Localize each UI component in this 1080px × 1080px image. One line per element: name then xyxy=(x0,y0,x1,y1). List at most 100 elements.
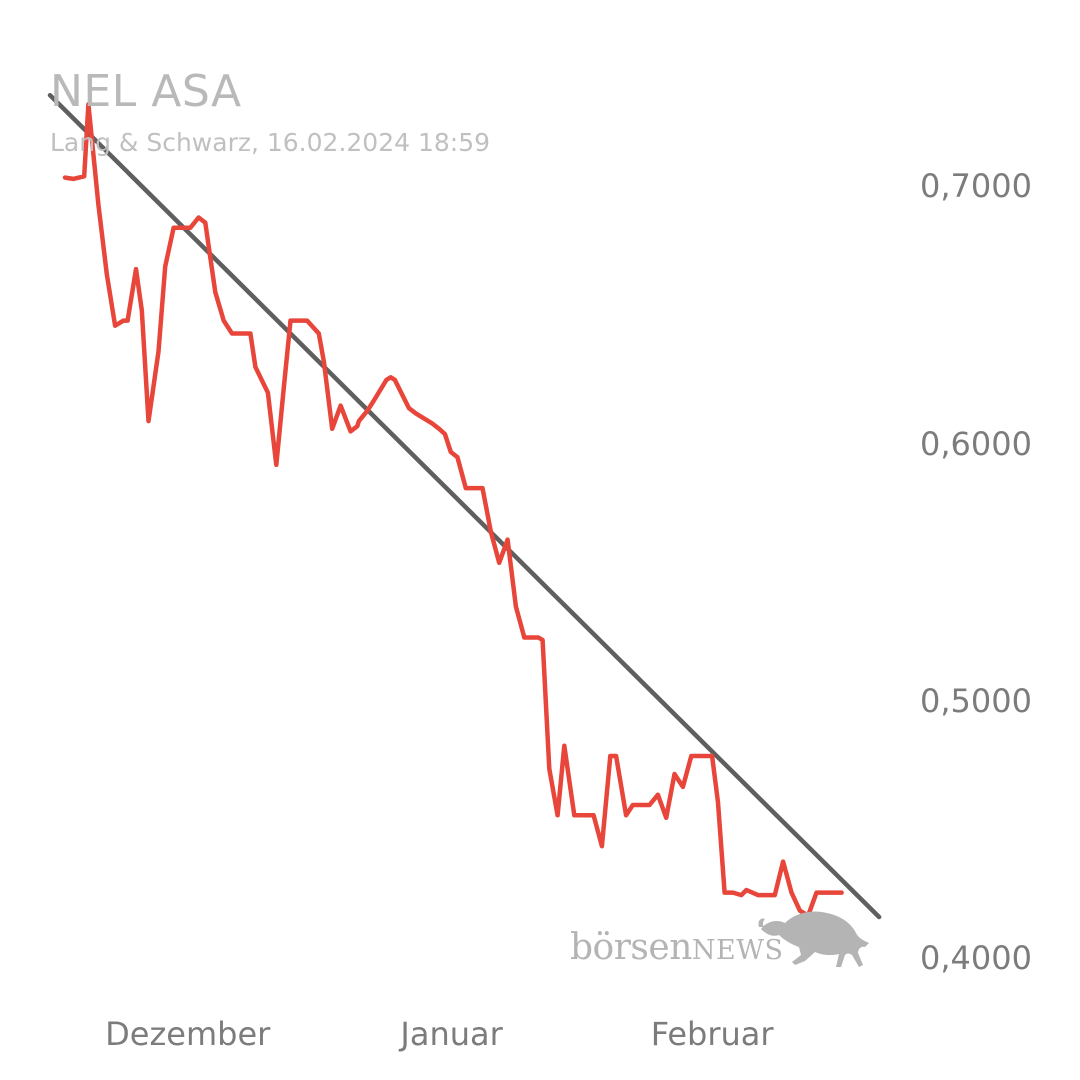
price-point xyxy=(481,486,485,490)
price-point xyxy=(643,803,647,807)
price-point xyxy=(815,891,819,895)
price-point xyxy=(648,803,652,807)
price-point xyxy=(587,813,591,817)
price-point xyxy=(631,803,635,807)
price-point xyxy=(122,319,126,323)
price-point xyxy=(71,177,75,181)
price-point xyxy=(253,365,257,369)
price-point xyxy=(365,409,369,413)
price-point xyxy=(723,891,727,895)
price-point xyxy=(372,399,376,403)
price-point xyxy=(556,813,560,817)
price-point xyxy=(322,360,326,364)
price-point xyxy=(172,226,176,230)
price-point xyxy=(126,319,130,323)
x-tick-label: Dezember xyxy=(105,1015,271,1053)
price-point xyxy=(248,332,252,336)
price-point xyxy=(614,754,618,758)
price-point xyxy=(238,332,242,336)
price-point xyxy=(213,290,217,294)
price-point xyxy=(203,221,207,225)
price-point xyxy=(430,422,434,426)
price-point xyxy=(638,803,642,807)
watermark-text-main: börsen xyxy=(570,927,692,968)
watermark-text-news: NEWS xyxy=(691,935,784,966)
price-point xyxy=(282,386,286,390)
price-point xyxy=(230,332,234,336)
price-point xyxy=(710,754,714,758)
price-point xyxy=(389,375,393,379)
price-point xyxy=(562,744,566,748)
price-point xyxy=(781,860,785,864)
price-point xyxy=(407,406,411,410)
price-point xyxy=(437,427,441,431)
y-tick-label: 0,4000 xyxy=(920,939,1032,977)
price-point xyxy=(393,378,397,382)
price-point xyxy=(656,793,660,797)
price-point xyxy=(547,767,551,771)
price-point xyxy=(188,226,192,230)
chart-title: NEL ASA xyxy=(50,66,242,117)
price-point xyxy=(689,754,693,758)
price-point xyxy=(624,813,628,817)
price-point xyxy=(147,419,151,423)
bull-logo-icon xyxy=(758,911,869,967)
price-point xyxy=(289,319,293,323)
price-point xyxy=(694,754,698,758)
price-point xyxy=(522,636,526,640)
price-point xyxy=(317,332,321,336)
y-tick-label: 0,5000 xyxy=(920,682,1032,720)
y-tick-label: 0,7000 xyxy=(920,167,1032,205)
price-point xyxy=(731,891,735,895)
price-point xyxy=(414,411,418,415)
price-point xyxy=(355,424,359,428)
price-point xyxy=(443,432,447,436)
price-point xyxy=(105,272,109,276)
boersennews-watermark: börsenNEWS xyxy=(570,905,875,977)
price-point xyxy=(600,844,604,848)
price-series-line xyxy=(62,101,844,918)
price-point xyxy=(744,888,748,892)
chart-header: NEL ASA Lang & Schwarz, 16.02.2024 18:59 xyxy=(50,60,490,158)
price-point xyxy=(773,893,777,897)
price-point xyxy=(472,486,476,490)
price-point xyxy=(134,267,138,271)
price-point xyxy=(592,813,596,817)
price-point xyxy=(63,176,67,180)
trend-line xyxy=(47,92,882,920)
price-point xyxy=(180,226,184,230)
price-point xyxy=(531,636,535,640)
price-point xyxy=(274,463,278,467)
price-point xyxy=(673,772,677,776)
price-point xyxy=(266,391,270,395)
price-point xyxy=(739,893,743,897)
price-point xyxy=(96,203,100,207)
price-point xyxy=(222,319,226,323)
price-point xyxy=(357,419,361,423)
price-point xyxy=(541,638,545,642)
price-point xyxy=(349,429,353,433)
price-point xyxy=(681,785,685,789)
price-point xyxy=(489,530,493,534)
x-tick-label: Januar xyxy=(400,1015,503,1053)
price-point xyxy=(140,308,144,312)
price-point xyxy=(82,174,86,178)
price-point xyxy=(163,265,167,269)
price-point xyxy=(514,605,518,609)
price-point xyxy=(790,891,794,895)
price-point xyxy=(581,813,585,817)
price-point xyxy=(835,891,839,895)
price-point xyxy=(449,450,453,454)
price-point xyxy=(197,216,201,220)
price-point xyxy=(716,800,720,804)
price-point xyxy=(572,813,576,817)
watermark-text: börsenNEWS xyxy=(570,927,784,968)
price-point xyxy=(840,891,844,895)
price-point xyxy=(297,319,301,323)
price-point xyxy=(664,816,668,820)
price-point xyxy=(506,538,510,542)
price-point xyxy=(830,891,834,895)
price-point xyxy=(464,486,468,490)
price-point xyxy=(536,636,540,640)
